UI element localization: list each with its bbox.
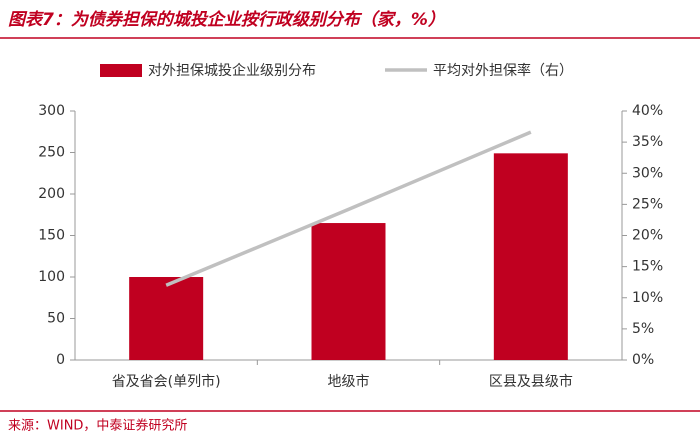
y2-tick-label: 5%	[632, 321, 654, 337]
y-tick-label: 100	[38, 269, 65, 285]
y2-tick-label: 40%	[632, 103, 663, 119]
legend-swatch	[100, 64, 142, 77]
bar	[493, 153, 568, 360]
y2-tick-label: 15%	[632, 259, 663, 275]
legend-label: 平均对外担保率（右）	[433, 62, 573, 79]
y-tick-label: 0	[56, 352, 65, 368]
y2-tick-label: 20%	[632, 228, 663, 244]
line	[165, 130, 532, 287]
y-tick-label: 50	[47, 311, 65, 327]
y-tick-label: 200	[38, 186, 65, 202]
y2-tick-label: 10%	[632, 290, 663, 306]
bar	[311, 223, 386, 360]
y2-tick-label: 35%	[632, 134, 663, 150]
y2-tick-label: 0%	[632, 352, 654, 368]
chart-title: 图表7：为债券担保的城投企业按行政级别分布（家，%）	[8, 10, 445, 30]
bar	[129, 277, 204, 360]
source: 来源：WIND，中泰证券研究所	[8, 418, 187, 434]
x-tick-label: 区县及县级市	[489, 373, 573, 390]
legend-label: 对外担保城投企业级别分布	[148, 62, 316, 79]
y-tick-label: 300	[38, 103, 65, 119]
x-tick-label: 省及省会(单列市)	[112, 373, 221, 390]
y2-tick-label: 25%	[632, 196, 663, 212]
x-tick-label: 地级市	[328, 373, 370, 390]
y-tick-label: 250	[38, 145, 65, 161]
y-tick-label: 150	[38, 228, 65, 244]
y2-tick-label: 30%	[632, 165, 663, 181]
